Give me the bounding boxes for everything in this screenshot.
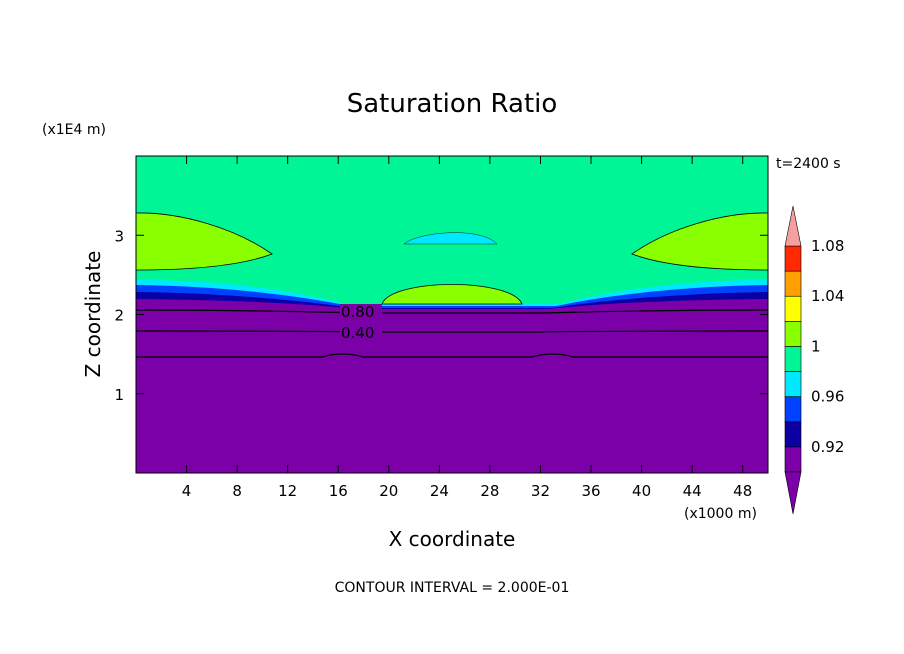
x-tick-label: 40 (632, 482, 651, 500)
x-tick-label: 44 (683, 482, 702, 500)
x-tick-label: 4 (182, 482, 192, 500)
contour-interval-footer: CONTOUR INTERVAL = 2.000E-01 (335, 580, 570, 596)
x-tick-label: 24 (430, 482, 449, 500)
contour-line-040 (136, 330, 768, 333)
colorbar-segment (784, 346, 802, 372)
y-scale-label: (x1E4 m) (42, 122, 106, 138)
x-tick-label: 28 (480, 482, 499, 500)
x-tick-label: 8 (232, 482, 242, 500)
x-tick-label: 48 (733, 482, 752, 500)
colorbar-segment (784, 421, 802, 448)
colorbar-label: 0.96 (811, 388, 844, 406)
y-axis-label: Z coordinate (81, 251, 105, 378)
contour-field (136, 156, 768, 473)
x-tick-label: 20 (379, 482, 398, 500)
band-purple (136, 299, 768, 473)
contour-line-080 (136, 309, 768, 314)
x-scale-label: (x1000 m) (684, 506, 757, 522)
y-tick-label: 3 (114, 227, 124, 245)
contour-label-bg-040 (340, 325, 382, 339)
x-axis-label: X coordinate (389, 527, 516, 551)
colorbar-label: 1 (811, 337, 821, 355)
upper-cyan-cap (403, 232, 498, 245)
x-tick-label: 16 (329, 482, 348, 500)
colorbar-segment (784, 245, 802, 272)
time-label: t=2400 s (776, 156, 841, 172)
x-tick-label: 36 (581, 482, 600, 500)
contour-label-bg-080 (340, 304, 382, 318)
colorbar-label: 0.92 (811, 438, 844, 456)
central-lobe (381, 284, 523, 305)
colorbar-segment (784, 321, 802, 347)
chart-title: Saturation Ratio (347, 89, 558, 119)
contour-label-080: 0.80 (341, 303, 374, 321)
colorbar: 1.08 1.04 1 0.96 0.92 (784, 205, 844, 515)
x-tick-label: 32 (531, 482, 550, 500)
upper-left-lobe (136, 212, 273, 271)
upper-right-lobe (631, 212, 768, 271)
colorbar-low-extend (784, 471, 802, 515)
x-tick-label: 12 (278, 482, 297, 500)
x-axis-ticks: 4 8 12 16 20 24 28 32 36 40 44 48 (182, 156, 752, 500)
colorbar-segment (784, 396, 802, 423)
colorbar-segment (784, 446, 802, 473)
y-axis-ticks: 1 2 3 (114, 227, 768, 404)
y-tick-label: 1 (114, 386, 124, 404)
contour-line-000 (136, 353, 768, 358)
colorbar-high-extend (784, 205, 802, 247)
colorbar-segment (784, 270, 802, 297)
y-tick-label: 2 (114, 307, 124, 325)
colorbar-label: 1.04 (811, 287, 844, 305)
contour-label-040: 0.40 (341, 324, 374, 342)
colorbar-segment (784, 295, 802, 322)
colorbar-label: 1.08 (811, 237, 844, 255)
colorbar-segment (784, 371, 802, 397)
